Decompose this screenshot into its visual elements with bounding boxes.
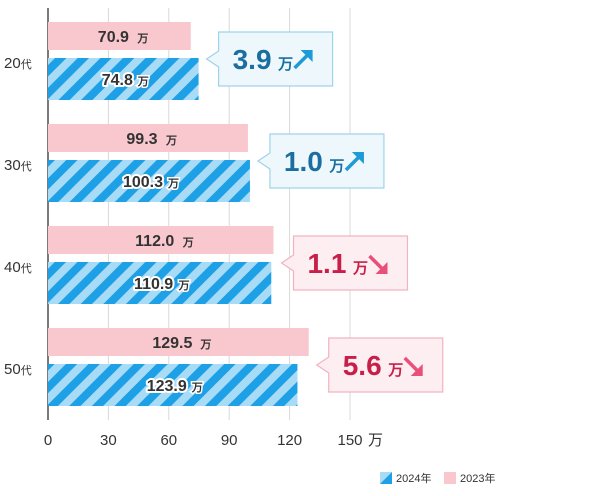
bar-2023 [48, 328, 309, 356]
x-tick-label: 60 [160, 432, 177, 449]
category-label: 40代 [4, 259, 32, 276]
bar-2024 [48, 364, 298, 406]
callout-unit: 万 [387, 362, 403, 379]
x-tick-label: 150 [337, 432, 362, 449]
bar-2024 [48, 58, 199, 100]
x-tick-label: 90 [221, 432, 238, 449]
value-unit: 万 [167, 177, 179, 190]
bar-2023 [48, 22, 191, 50]
callout-box [256, 133, 385, 189]
callout-value: 1.0 [284, 146, 323, 177]
callout-value: 1.1 [307, 248, 346, 279]
callout-unit: 万 [277, 56, 293, 73]
value-label-2024: 123.9 [147, 378, 187, 395]
bar-2024 [48, 262, 272, 304]
callout-unit: 万 [328, 158, 344, 175]
bar-2024 [48, 160, 250, 202]
arrow-down-icon [403, 356, 423, 376]
value-label-2024: 100.3 [123, 174, 163, 191]
callout-value: 3.9 [233, 44, 272, 75]
value-unit: 万 [136, 32, 148, 45]
value-unit: 万 [165, 134, 177, 147]
legend: 2024年 2023年 [380, 471, 495, 485]
value-label-2023: 112.0 [135, 233, 174, 250]
legend-swatch-2023 [444, 472, 456, 484]
value-label-2023: 99.3 [126, 131, 157, 148]
x-unit-label: 万 [368, 432, 383, 449]
arrow-up-icon [293, 50, 313, 70]
value-label-2023: 129.5 [152, 335, 192, 352]
callout-box [280, 235, 409, 291]
callout-unit: 万 [352, 260, 368, 277]
arrow-up-icon [344, 152, 364, 172]
value-unit: 万 [178, 279, 190, 292]
value-label-2023: 70.9 [98, 29, 129, 46]
bars: 70.9 万 74.8 万 20代 99.3 万 100.3 万 30代 112.0 万 110.9 万 4… [4, 22, 309, 406]
category-label: 30代 [4, 157, 32, 174]
legend-label: 2024年 [396, 471, 431, 485]
bar-2023 [48, 124, 248, 152]
legend-label: 2023年 [460, 471, 495, 485]
value-label-2024: 110.9 [134, 276, 173, 293]
value-unit: 万 [191, 381, 203, 394]
callout-box [315, 337, 444, 393]
value-unit: 万 [199, 338, 211, 351]
x-tick-label: 0 [44, 432, 52, 449]
category-label: 20代 [4, 55, 32, 72]
x-axis: 0 30 60 90 120 150 万 [44, 432, 383, 449]
x-tick-label: 120 [277, 432, 302, 449]
callouts: 3.9 万 1.0 万 1.1 万 5.6 万 [205, 31, 444, 393]
category-label: 50代 [4, 361, 32, 378]
callout-box [205, 31, 334, 87]
arrow-down-icon [368, 254, 388, 274]
value-unit: 万 [182, 236, 194, 249]
x-tick-label: 30 [100, 432, 117, 449]
bar-2023 [48, 226, 274, 254]
value-label-2024: 74.8 [102, 72, 133, 89]
value-unit: 万 [137, 75, 149, 88]
legend-swatch-2024 [380, 472, 392, 484]
callout-value: 5.6 [343, 350, 382, 381]
